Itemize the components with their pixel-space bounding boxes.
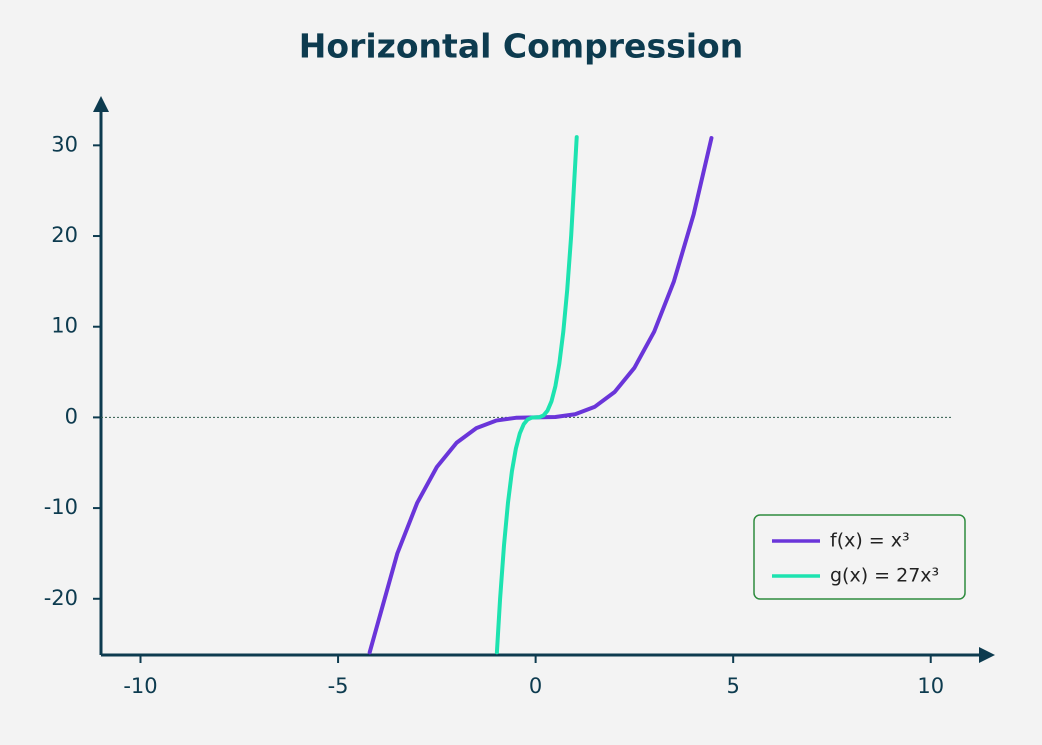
plot-area: -20 -10 0 10 20 30 -10 -5 0 5 10 [44, 132, 952, 698]
legend-box [753, 514, 966, 600]
series-line [494, 135, 579, 655]
y-tick-label: 30 [51, 132, 78, 156]
x-tick-label: -5 [328, 674, 349, 698]
y-axis-arrow [93, 96, 109, 112]
y-tick-label: -10 [44, 495, 78, 519]
chart-title: Horizontal Compression [299, 27, 743, 66]
legend-label: g(x) = 27x³ [830, 565, 939, 587]
y-tick-label: 0 [65, 404, 78, 428]
y-tick-label: 20 [51, 223, 78, 247]
x-tick-label: 0 [529, 674, 542, 698]
x-tick-label: 10 [917, 674, 944, 698]
x-tick-label: -10 [123, 674, 157, 698]
x-tick-label: 5 [726, 674, 739, 698]
y-tick-label: -20 [44, 586, 78, 610]
series-line [367, 136, 714, 655]
legend-label: f(x) = x³ [830, 530, 910, 552]
y-tick-label: 10 [51, 314, 78, 338]
legend: f(x) = x³ g(x) = 27x³ [753, 514, 966, 600]
x-axis-arrow [979, 647, 995, 663]
